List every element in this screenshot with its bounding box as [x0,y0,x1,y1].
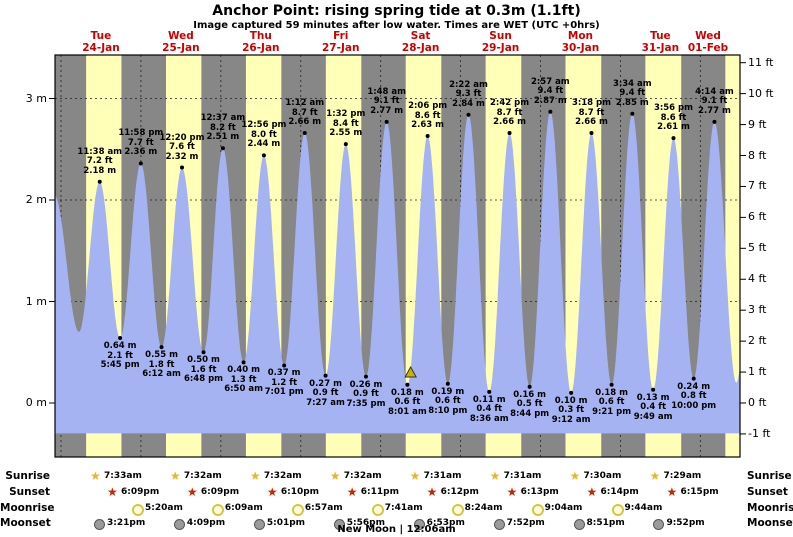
tide-low-dot [159,345,164,350]
tide-low-dot [118,336,123,341]
tide-high-dot [261,153,266,158]
tide-high-dot [220,146,225,151]
tide-low-dot [527,384,532,389]
page-subtitle: Image captured 59 minutes after low wate… [193,20,600,31]
tide-low-dot [445,381,450,386]
tide-low-dot [323,373,328,378]
tide-high-dot [138,161,143,166]
tide-high-dot [712,119,717,124]
tide-high-dot [343,142,348,147]
tide-high-dot [548,109,553,114]
tide-low-dot [363,374,368,379]
plot-frame [54,54,741,458]
tide-high-dot [384,119,389,124]
tide-low-dot [691,376,696,381]
tide-low-dot [282,363,287,368]
tide-low-dot [201,350,206,355]
tide-low-dot [609,382,614,387]
tide-low-dot [651,387,656,392]
tide-high-dot [97,179,102,184]
tide-low-dot [569,390,574,395]
current-tide-marker-icon [404,366,417,378]
tide-high-dot [466,112,471,117]
tide-curve-area [55,111,740,434]
tide-low-dot [241,360,246,365]
tide-low-dot [487,389,492,394]
tide-high-dot [302,131,307,136]
tide-high-dot [630,111,635,116]
tide-high-dot [671,136,676,141]
tide-high-dot [589,131,594,136]
tide-low-dot [405,382,410,387]
page-title: Anchor Point: rising spring tide at 0.3m… [212,3,581,19]
moon-phase-note: New Moon | 12:06am [337,524,456,535]
tide-high-dot [179,165,184,170]
tide-high-dot [507,131,512,136]
tide-high-dot [425,134,430,139]
